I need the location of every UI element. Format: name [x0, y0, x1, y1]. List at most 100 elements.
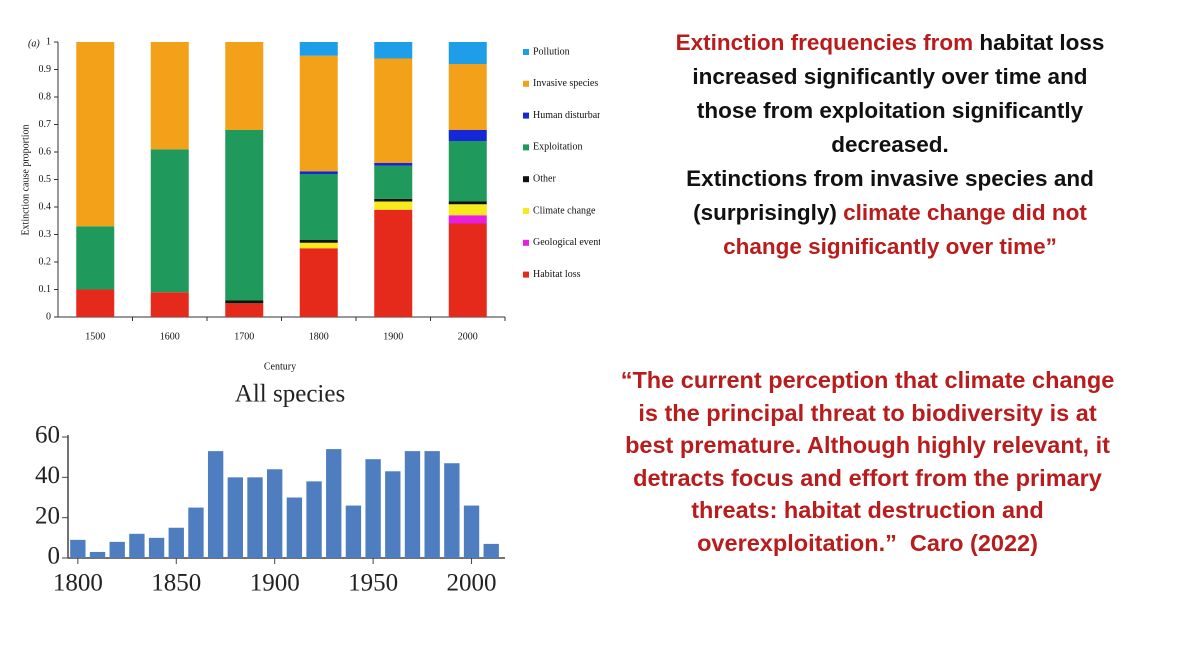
y-tick-label: 0.1: [39, 284, 52, 295]
text-run: those from exploitation significantly: [696, 98, 1084, 123]
bar-segment: [448, 201, 487, 205]
y-tick-label: 0.6: [39, 146, 52, 157]
text-line: Extinctions from invasive species and: [600, 162, 1180, 196]
y-axis-title: Extinction cause proportion: [20, 124, 31, 235]
legend-swatch: [523, 208, 529, 214]
x-tick-label: 2000: [447, 570, 497, 597]
x-tick-label: 2000: [458, 331, 478, 342]
bar-segment: [299, 240, 338, 243]
chart-title: All species: [235, 381, 345, 408]
bar-segment: [374, 58, 413, 163]
bar-segment: [448, 204, 487, 216]
quote-line: threats: habitat destruction and: [691, 497, 1044, 523]
bar-segment: [374, 209, 413, 317]
bar: [365, 459, 381, 558]
text-run: Extinction frequencies from: [675, 30, 980, 55]
bar-segment: [150, 149, 189, 293]
bar: [345, 505, 362, 558]
bar: [227, 477, 243, 558]
bar-segment: [225, 303, 264, 317]
y-tick-label: 40: [35, 462, 60, 489]
x-tick-label: 1500: [85, 331, 105, 342]
bar-segment: [374, 201, 413, 210]
bar-segment: [76, 226, 115, 290]
legend-swatch: [523, 49, 529, 55]
panel-label: (a): [28, 38, 40, 49]
bar-segment: [150, 42, 189, 150]
y-tick-label: 0.4: [39, 201, 52, 212]
quote-line: overexploitation.” Caro (2022): [697, 529, 1038, 556]
y-tick-label: 0: [48, 543, 61, 570]
text-line: decreased.: [600, 128, 1180, 162]
bar-segment: [76, 42, 115, 227]
x-tick-label: 1600: [160, 331, 180, 342]
charts: (a) Extinction cause proportion Century …: [20, 36, 600, 597]
bar: [188, 507, 204, 558]
bar-segment: [448, 42, 487, 64]
legend-swatch: [523, 144, 529, 151]
bar: [267, 469, 283, 558]
legend-label: Geological events: [533, 237, 600, 248]
text-run: increased significantly over time and: [692, 64, 1088, 89]
bar-segment: [299, 55, 338, 172]
bar: [109, 541, 125, 558]
bar-segment: [448, 141, 487, 202]
x-tick-label: 1900: [250, 570, 300, 597]
legend-swatch: [523, 112, 529, 119]
legend-label: Climate change: [533, 205, 596, 216]
bar-segment: [448, 223, 487, 317]
bar-segment: [374, 163, 413, 166]
bar-segment: [299, 42, 338, 56]
y-tick-label: 60: [35, 422, 60, 449]
quote-line: is the principal threat to biodiversity …: [638, 399, 1097, 426]
bar-segment: [299, 174, 338, 240]
bar-segment: [225, 42, 264, 130]
bar-segment: [299, 248, 338, 317]
legend-label: Habitat loss: [533, 269, 581, 280]
bar-segment: [374, 198, 413, 202]
findings-text: Extinction frequencies from habitat loss…: [600, 26, 1180, 264]
legend-swatch: [523, 271, 529, 278]
bar-segment: [225, 130, 264, 301]
quote-line: detracts focus and effort from the prima…: [633, 464, 1102, 491]
quote-text: “The current perception that climate cha…: [555, 364, 1180, 559]
bar: [207, 451, 224, 558]
x-axis-title: Century: [264, 361, 296, 372]
y-tick-label: 0.5: [39, 174, 52, 185]
legend-label: Other: [533, 173, 556, 184]
bar-segment: [374, 165, 413, 199]
text-line: change significantly over time”: [600, 230, 1180, 264]
y-tick-label: 20: [35, 502, 60, 529]
bar: [168, 527, 184, 558]
bar-chart: All species 0 20 40 60 1800 1850 1900 1950 2000: [35, 381, 505, 597]
legend-label: Invasive species: [533, 78, 598, 89]
text-line: (surprisingly) climate change did not: [600, 196, 1180, 230]
stacked-chart: (a) Extinction cause proportion Century …: [20, 36, 600, 372]
y-tick-label: 1: [46, 36, 51, 47]
legend-swatch: [523, 176, 529, 183]
legend-label: Pollution: [533, 46, 570, 57]
x-tick-label: 1800: [53, 570, 103, 597]
y-tick-label: 0: [46, 311, 51, 322]
legend-label: Human disturbance: [533, 110, 600, 121]
bar: [70, 539, 86, 558]
text-line: increased significantly over time and: [600, 60, 1180, 94]
bar: [404, 451, 421, 558]
bar-segment: [448, 130, 487, 141]
y-tick-label: 0.2: [39, 256, 52, 267]
bar-segment: [150, 292, 189, 317]
quote-line: best premature. Although highly relevant…: [625, 432, 1110, 458]
text-run: change significantly over time”: [723, 234, 1057, 259]
text-run: climate change did not: [843, 200, 1087, 225]
bar-segment: [225, 300, 264, 304]
x-tick-label: 1950: [348, 570, 398, 597]
bar-segment: [448, 215, 487, 224]
bar: [424, 451, 440, 558]
bar-segment: [299, 171, 338, 174]
legend-swatch: [523, 80, 529, 87]
x-tick-label: 1900: [383, 331, 403, 342]
bar: [326, 449, 342, 558]
bar: [483, 543, 499, 558]
text-run: decreased.: [831, 132, 949, 157]
